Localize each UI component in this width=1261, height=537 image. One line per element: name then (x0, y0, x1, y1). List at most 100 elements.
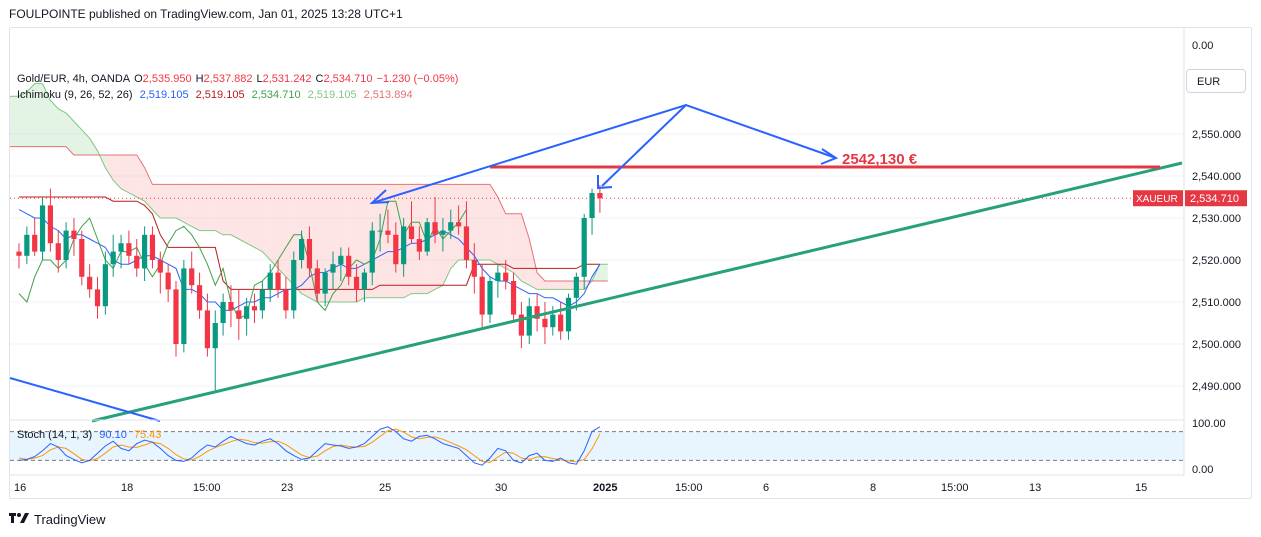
cloud-segment (333, 184, 341, 302)
currency-button[interactable]: EUR (1186, 69, 1246, 93)
cloud-segment (435, 184, 443, 290)
time-axis-label: 16 (14, 482, 26, 494)
candle-body (440, 230, 446, 235)
candle-body (149, 234, 156, 260)
cloud-segment (560, 281, 569, 290)
candle-body (126, 243, 132, 256)
stoch-k-value: 90.10 (99, 429, 127, 441)
time-axis-label: 13 (1029, 482, 1041, 494)
cloud-segment (215, 184, 224, 235)
cloud-segment (419, 184, 428, 294)
candle-body (495, 272, 501, 281)
open-label: O (134, 73, 143, 85)
candle-body (236, 310, 242, 319)
candle-body (291, 260, 297, 311)
cloud-segment (474, 184, 483, 260)
candle-body (346, 255, 352, 277)
price-axis-label: 2,510.000 (1192, 297, 1241, 309)
time-axis-label: 25 (379, 482, 391, 494)
candle-body (479, 276, 485, 315)
cloud-segment (144, 167, 153, 210)
cloud-segment (89, 138, 98, 155)
cloud-segment (552, 281, 561, 290)
candle-body (463, 226, 470, 260)
candle-body (79, 239, 85, 277)
cloud-segment (411, 184, 420, 294)
cloud-segment (537, 272, 545, 290)
cloud-segment (121, 155, 129, 193)
candle-body (526, 306, 532, 336)
ichimoku-tenkan-value: 2,519.105 (139, 89, 189, 101)
candle-body (212, 323, 218, 349)
ichimoku-kijun (19, 196, 600, 290)
candle-body (330, 264, 336, 273)
candle-body (534, 306, 540, 319)
cloud-segment (246, 184, 255, 248)
stochastic-pane (10, 419, 1184, 466)
candle-body (393, 234, 399, 265)
candle-body (220, 302, 226, 323)
candle-body (369, 230, 375, 273)
candle-body (165, 272, 171, 290)
candle-body (503, 272, 509, 281)
down-arrow-line (601, 104, 687, 187)
high-value: 2,537.882 (203, 73, 253, 85)
cloud-segment (521, 213, 530, 286)
candle-body (134, 255, 140, 269)
cloud-segment (50, 100, 59, 147)
cloud-segment (11, 96, 19, 147)
candle-body (353, 276, 360, 290)
cloud-segment (238, 184, 247, 244)
cloud-segment (490, 184, 498, 265)
arrow-head-left (369, 189, 390, 205)
candle-body (251, 306, 258, 311)
candle-body (565, 297, 572, 332)
price-axis-label: 2,520.000 (1192, 255, 1241, 267)
time-axis-label: 15:00 (675, 482, 703, 494)
time-axis-label: 6 (763, 482, 769, 494)
candle-body (24, 234, 30, 256)
ichimoku-chikou-value: 2,534.710 (251, 89, 301, 101)
cloud-segment (73, 121, 82, 155)
cloud-segment (26, 83, 35, 147)
candle-body (589, 193, 595, 218)
candle-body (267, 272, 273, 290)
cloud-segment (278, 184, 286, 277)
candles (16, 184, 603, 391)
ichimoku-span-a-value: 2,519.105 (307, 89, 357, 101)
ichimoku-chikou (18, 200, 467, 320)
candle-body (550, 314, 556, 328)
price-axis-top-label: 0.00 (1192, 40, 1213, 52)
candle-body (448, 222, 454, 231)
cloud-segment (66, 113, 74, 155)
brand-name: TradingView (34, 511, 106, 527)
candle-body (408, 226, 415, 239)
close-label: C (315, 73, 324, 85)
cloud-segment (136, 155, 145, 202)
ichimoku-span-b-value: 2,513.894 (363, 89, 413, 101)
ichimoku-kijun-value: 2,519.105 (195, 89, 245, 101)
candle-body (228, 302, 234, 311)
candle-body (55, 243, 61, 260)
candle-body (142, 234, 148, 269)
candle-body (94, 289, 101, 307)
candle-body (102, 264, 108, 307)
time-axis-label: 8 (870, 482, 876, 494)
time-axis-label: 2025 (593, 482, 617, 494)
down-arrow-head (597, 175, 613, 190)
candle-body (377, 230, 383, 232)
cloud-segment (387, 184, 396, 298)
candle-body (314, 268, 320, 294)
ichimoku-span-a (10, 83, 608, 303)
time-axis-label: 18 (121, 482, 133, 494)
cloud-segment (482, 184, 490, 260)
candle-body (204, 310, 210, 349)
ichimoku-legend: Ichimoku (9, 26, 52, 26) 2,519.105 2,519… (17, 89, 417, 101)
low-value: 2,531.242 (262, 73, 312, 85)
candle-body (542, 318, 548, 328)
low-label: L (256, 73, 263, 85)
stoch-k-line (18, 426, 601, 466)
cloud-segment (262, 184, 271, 260)
candle-body (173, 289, 179, 344)
